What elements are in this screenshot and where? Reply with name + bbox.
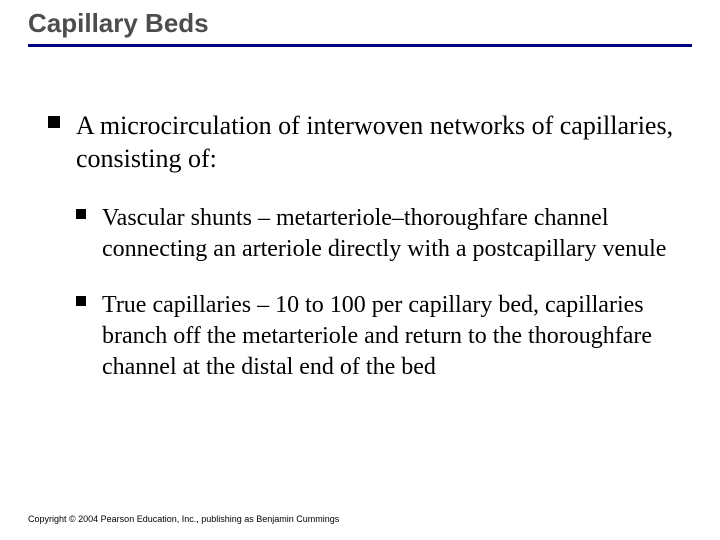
square-bullet-icon xyxy=(76,209,86,219)
bullet-text: A microcirculation of interwoven network… xyxy=(76,111,673,173)
square-bullet-icon xyxy=(48,116,60,128)
bullet-text: Vascular shunts – metarteriole–thoroughf… xyxy=(102,205,666,262)
slide: Capillary Beds A microcirculation of int… xyxy=(0,0,720,540)
square-bullet-icon xyxy=(76,296,86,306)
bullet-level2: Vascular shunts – metarteriole–thoroughf… xyxy=(76,203,680,264)
title-underline xyxy=(28,44,692,47)
copyright-footer: Copyright © 2004 Pearson Education, Inc.… xyxy=(28,514,339,524)
bullet-level1: A microcirculation of interwoven network… xyxy=(48,110,680,175)
bullet-level2: True capillaries – 10 to 100 per capilla… xyxy=(76,290,680,382)
slide-title: Capillary Beds xyxy=(28,8,692,39)
sub-bullet-list: Vascular shunts – metarteriole–thoroughf… xyxy=(76,203,680,383)
bullet-text: True capillaries – 10 to 100 per capilla… xyxy=(102,292,652,379)
body-content: A microcirculation of interwoven network… xyxy=(48,110,680,409)
